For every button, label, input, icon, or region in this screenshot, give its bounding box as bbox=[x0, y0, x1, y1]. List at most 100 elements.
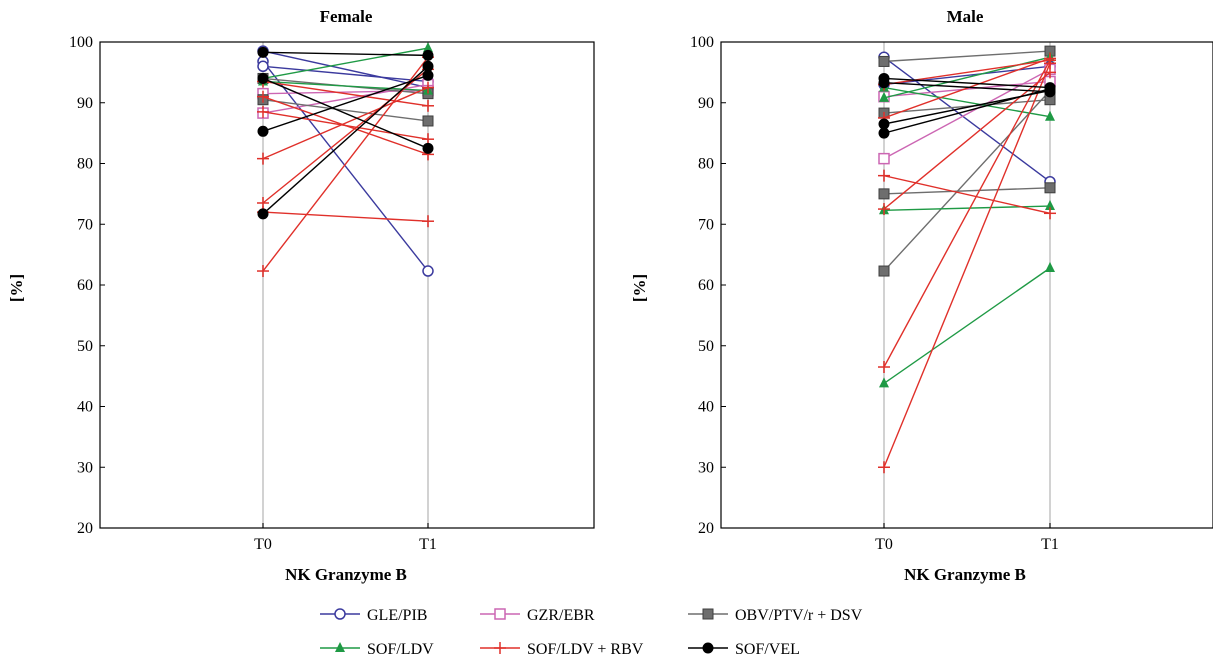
data-point bbox=[422, 215, 434, 228]
data-point bbox=[257, 90, 269, 103]
series-line bbox=[262, 99, 429, 122]
female-panel: Female NK Granzyme B [%] 100 90 80 70 60 50 40… bbox=[7, 7, 595, 584]
y-tick-label: 60 bbox=[77, 277, 93, 294]
data-point bbox=[878, 118, 890, 130]
series-line bbox=[883, 57, 1051, 119]
series-sof-ldv-rbv bbox=[257, 206, 434, 228]
series-line bbox=[883, 99, 1051, 114]
data-point bbox=[422, 142, 434, 154]
series-line bbox=[883, 59, 1051, 368]
y-tick-label: 70 bbox=[77, 216, 93, 233]
y-tick-label: 30 bbox=[77, 459, 93, 476]
series-sof-ldv-rbv bbox=[878, 66, 1056, 216]
series-line bbox=[262, 51, 429, 57]
data-point bbox=[422, 265, 434, 277]
series-line bbox=[883, 71, 1051, 210]
series-line bbox=[883, 187, 1051, 195]
y-tick-label: 50 bbox=[698, 338, 714, 355]
legend-entry: GLE/PIB bbox=[320, 607, 427, 624]
data-point bbox=[878, 203, 890, 216]
data-point bbox=[878, 55, 890, 67]
legend-marker bbox=[494, 608, 506, 620]
male-y-axis-label: [%] bbox=[630, 274, 649, 302]
legend-marker bbox=[335, 642, 345, 652]
male-panel-title: Male bbox=[947, 7, 984, 26]
legend-entry: GZR/EBR bbox=[480, 607, 595, 624]
y-tick-label: 50 bbox=[77, 338, 93, 355]
series-line bbox=[883, 50, 1051, 63]
female-y-axis-label: [%] bbox=[7, 274, 26, 302]
y-tick-label: 40 bbox=[698, 399, 714, 416]
series-line bbox=[262, 56, 429, 272]
series-line bbox=[883, 80, 1051, 98]
series-line bbox=[262, 80, 429, 107]
series-line bbox=[883, 88, 1051, 134]
legend-entry: SOF/VEL bbox=[688, 641, 800, 658]
x-tick-label: T1 bbox=[419, 536, 437, 553]
data-point bbox=[879, 377, 889, 388]
legend-marker bbox=[702, 608, 714, 620]
data-point bbox=[878, 361, 890, 374]
data-point bbox=[257, 152, 269, 165]
series-line bbox=[883, 174, 1051, 214]
series-sof-vel bbox=[878, 77, 1056, 98]
y-tick-label: 70 bbox=[698, 216, 714, 233]
data-point bbox=[1044, 54, 1056, 67]
data-point bbox=[422, 69, 434, 81]
data-point bbox=[1044, 66, 1056, 79]
male-x-axis-label: NK Granzyme B bbox=[904, 565, 1026, 584]
series-line bbox=[262, 80, 429, 92]
series-line bbox=[262, 86, 429, 160]
y-tick-label: 90 bbox=[77, 95, 93, 112]
legend-label: SOF/LDV bbox=[367, 641, 434, 658]
series-sof-ldv-rbv bbox=[257, 90, 434, 161]
y-tick-label: 40 bbox=[77, 399, 93, 416]
series-line bbox=[262, 65, 429, 215]
y-tick-label: 30 bbox=[698, 459, 714, 476]
legend-label: GZR/EBR bbox=[527, 607, 595, 624]
series-sof-vel bbox=[257, 60, 434, 220]
legend-entry: SOF/LDV + RBV bbox=[480, 641, 644, 658]
data-point bbox=[878, 152, 890, 165]
data-point bbox=[878, 461, 890, 474]
data-point bbox=[257, 105, 269, 118]
series-sof-ldv-rbv bbox=[257, 81, 434, 165]
series-sof-ldv bbox=[879, 200, 1055, 215]
series-sof-vel bbox=[257, 72, 434, 154]
data-point bbox=[1044, 86, 1056, 98]
series-sof-vel bbox=[257, 69, 434, 137]
data-point bbox=[257, 265, 269, 278]
data-point bbox=[878, 188, 890, 200]
data-point bbox=[423, 42, 433, 53]
plot-frame bbox=[720, 41, 1213, 529]
y-tick-label: 100 bbox=[69, 34, 93, 51]
series-line bbox=[883, 82, 1051, 93]
data-point bbox=[422, 49, 434, 61]
data-point bbox=[879, 91, 889, 102]
series-line bbox=[262, 65, 429, 83]
series-line bbox=[883, 56, 1051, 183]
legend-label: GLE/PIB bbox=[367, 607, 427, 624]
data-point bbox=[257, 196, 269, 209]
series-line bbox=[262, 96, 429, 156]
female-panel-title: Female bbox=[320, 7, 373, 26]
data-point bbox=[878, 169, 890, 182]
x-tick-label: T0 bbox=[875, 536, 893, 553]
series-line bbox=[883, 59, 1051, 86]
series-obv-ptv-r-dsv bbox=[878, 182, 1056, 200]
data-point bbox=[257, 60, 269, 73]
series-line bbox=[262, 77, 429, 149]
data-point bbox=[1045, 200, 1055, 211]
series-line bbox=[262, 61, 429, 272]
series-line bbox=[883, 77, 1051, 89]
legend-entry: OBV/PTV/r + DSV bbox=[688, 607, 863, 624]
y-tick-label: 20 bbox=[77, 520, 93, 537]
y-tick-label: 100 bbox=[690, 34, 714, 51]
y-tick-label: 80 bbox=[698, 156, 714, 173]
data-point bbox=[1045, 110, 1055, 121]
legend-entry: SOF/LDV bbox=[320, 641, 434, 658]
x-tick-label: T1 bbox=[1041, 536, 1059, 553]
data-point bbox=[422, 115, 434, 127]
male-panel: Male NK Granzyme B [%] 100 90 80 70 60 50 40 30… bbox=[630, 7, 1213, 584]
series-line bbox=[262, 74, 429, 132]
